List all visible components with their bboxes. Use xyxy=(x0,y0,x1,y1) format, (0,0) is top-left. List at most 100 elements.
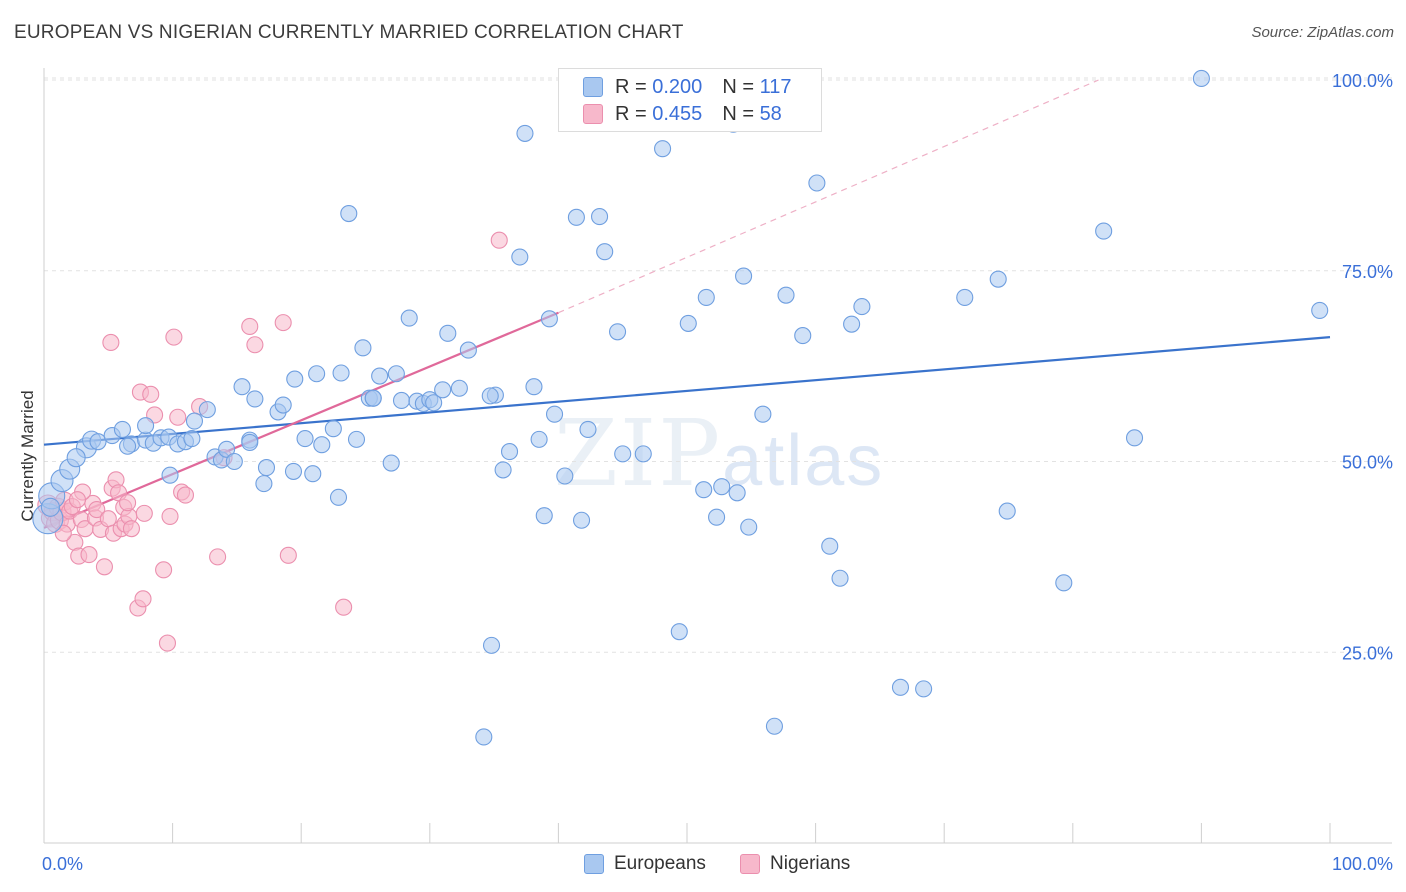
bottom-legend-european[interactable]: Europeans xyxy=(584,850,706,878)
nigerian-point xyxy=(279,546,297,564)
european-point xyxy=(609,323,627,341)
european-point xyxy=(450,379,468,397)
european-r-label: R = xyxy=(615,75,647,98)
european-point xyxy=(516,124,534,142)
nigerian-point xyxy=(95,558,113,576)
european-point xyxy=(765,717,783,735)
european-point xyxy=(387,365,405,383)
nigerian-point xyxy=(88,501,106,519)
european-point xyxy=(511,248,529,266)
european-point xyxy=(340,204,358,223)
european-point xyxy=(364,389,382,407)
european-point xyxy=(634,445,652,463)
european-point xyxy=(708,508,726,526)
nigerian-legend-swatch xyxy=(740,854,760,874)
european-point xyxy=(324,420,342,438)
european-point xyxy=(695,481,713,499)
legend-row-nigerian: R = 0.455 N = 58 xyxy=(583,100,782,128)
european-point xyxy=(198,401,216,419)
correlation-legend: R = 0.200 N = 117 R = 0.455 N = 58 xyxy=(558,68,822,132)
european-point xyxy=(1311,301,1329,319)
nigerian-point xyxy=(274,314,292,332)
chart-source: Source: ZipAtlas.com xyxy=(1251,24,1394,41)
european-point xyxy=(347,430,366,448)
european-point xyxy=(567,208,585,226)
european-point xyxy=(400,309,418,327)
european-point xyxy=(274,396,292,414)
y-tick-label: 100.0% xyxy=(1332,71,1393,91)
european-legend-swatch xyxy=(584,854,604,874)
european-point xyxy=(494,461,512,479)
european-point xyxy=(313,436,331,454)
european-point xyxy=(989,270,1007,288)
european-point xyxy=(225,452,243,471)
x-tick-label-max: 100.0% xyxy=(1332,854,1393,874)
chart-title: EUROPEAN VS NIGERIAN CURRENTLY MARRIED C… xyxy=(14,22,684,43)
european-point xyxy=(1055,574,1073,592)
nigerian-point xyxy=(161,507,179,525)
nigerian-r-label: R = xyxy=(615,102,647,125)
european-point xyxy=(735,267,753,285)
european-point xyxy=(241,433,259,451)
european-point xyxy=(556,467,574,485)
european-point xyxy=(754,405,772,423)
nigerian-point xyxy=(142,385,160,403)
european-point xyxy=(459,341,477,359)
nigerian-point xyxy=(176,486,195,504)
european-point xyxy=(183,430,201,448)
european-point xyxy=(255,475,273,493)
european-point xyxy=(482,636,501,654)
european-point xyxy=(821,537,839,555)
european-point xyxy=(915,680,933,698)
european-point xyxy=(246,390,264,408)
european-point xyxy=(113,420,131,439)
nigerian-point xyxy=(122,520,140,538)
european-point xyxy=(439,324,457,342)
nigerian-point xyxy=(165,328,183,346)
european-point xyxy=(545,405,564,423)
legend-row-european: R = 0.200 N = 117 xyxy=(583,73,791,101)
nigerian-point xyxy=(80,546,98,564)
european-point xyxy=(777,286,795,304)
nigerian-point xyxy=(335,598,353,616)
grid-layer xyxy=(44,77,1392,653)
european-point xyxy=(1125,429,1144,447)
y-tick-label: 25.0% xyxy=(1342,643,1393,663)
european-point xyxy=(728,484,746,502)
nigerian-point xyxy=(119,494,137,512)
y-tick-label: 50.0% xyxy=(1342,453,1393,473)
european-point xyxy=(697,288,715,307)
european-point xyxy=(579,420,597,439)
european-point xyxy=(670,623,688,641)
european-point xyxy=(296,430,314,448)
european-legend-label: Europeans xyxy=(614,853,706,874)
european-point xyxy=(308,365,326,383)
european-point xyxy=(572,511,591,529)
nigerian-r-value: 0.455 xyxy=(652,102,703,125)
european-point xyxy=(891,678,910,696)
european-point xyxy=(425,394,443,412)
european-point xyxy=(614,445,632,463)
european-point xyxy=(185,412,204,430)
european-point xyxy=(284,462,303,480)
nigerian-point xyxy=(490,231,508,249)
european-point xyxy=(257,459,276,477)
european-point xyxy=(843,315,861,333)
european-point xyxy=(481,387,499,405)
european-point xyxy=(89,433,107,451)
nigerian-point xyxy=(158,634,177,652)
european-point xyxy=(119,437,137,455)
european-point xyxy=(794,327,812,345)
european-point xyxy=(740,518,758,536)
bottom-legend-nigerian[interactable]: Nigerians xyxy=(740,850,850,878)
european-point xyxy=(831,569,849,587)
european-n-label: N = xyxy=(722,75,754,98)
european-point xyxy=(713,478,731,496)
european-point xyxy=(329,488,348,506)
nigerian-n-label: N = xyxy=(722,102,754,125)
nigerian-point xyxy=(246,336,264,354)
european-point xyxy=(304,465,322,483)
european-point xyxy=(535,507,553,525)
european-point xyxy=(596,243,614,261)
